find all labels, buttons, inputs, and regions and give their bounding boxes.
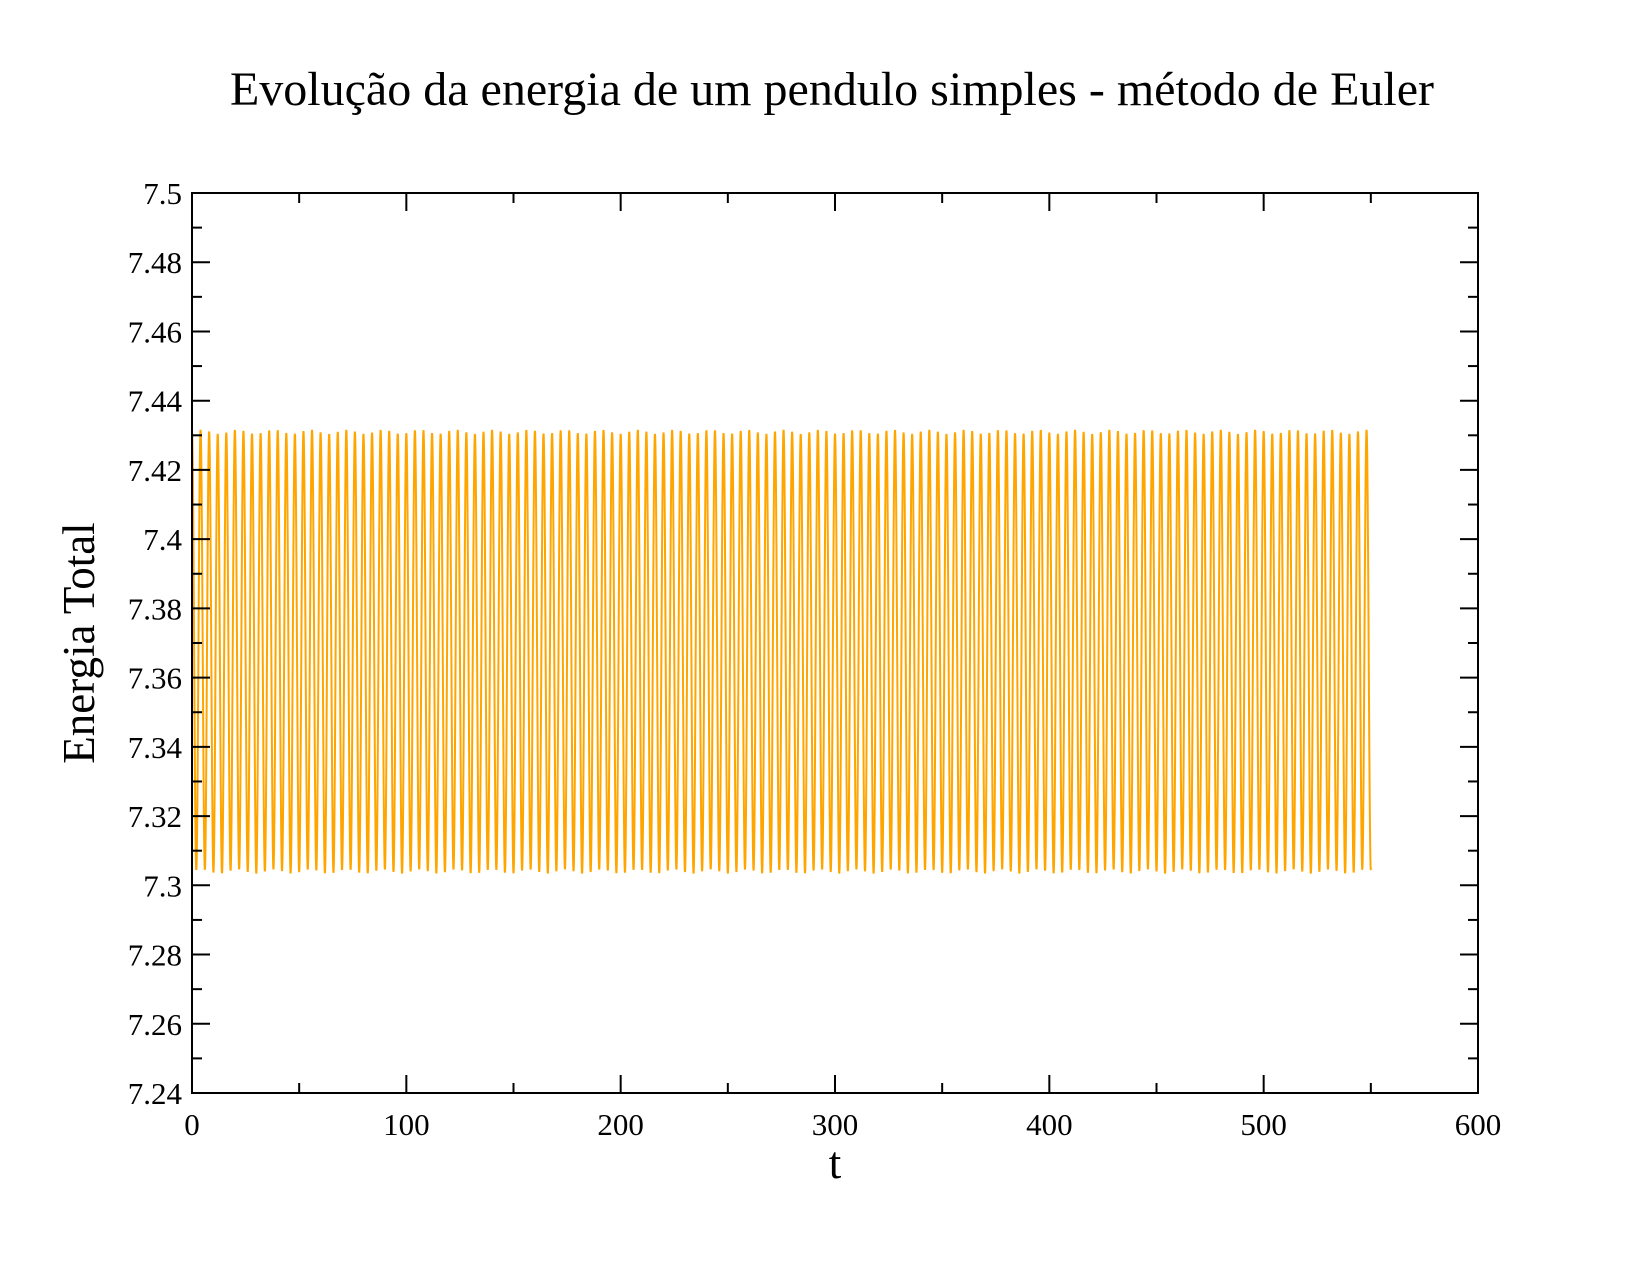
x-tick-label: 0 [184, 1107, 200, 1142]
series-layer [191, 429, 1372, 874]
y-tick-label: 7.4 [143, 522, 182, 557]
series-line-0 [191, 429, 1372, 874]
y-tick-label: 7.44 [128, 384, 183, 419]
y-tick-label: 7.28 [128, 938, 182, 973]
x-axis-title: t [829, 1138, 842, 1188]
x-tick-label: 600 [1455, 1107, 1502, 1142]
y-tick-label: 7.48 [128, 245, 182, 280]
x-tick-label: 500 [1240, 1107, 1287, 1142]
chart-title: Evolução da energia de um pendulo simple… [230, 63, 1434, 116]
y-tick-label: 7.42 [128, 453, 182, 488]
y-tick-label: 7.26 [128, 1007, 182, 1042]
y-tick-label: 7.24 [128, 1076, 183, 1111]
x-tick-label: 100 [383, 1107, 430, 1142]
y-tick-label: 7.36 [128, 661, 182, 696]
y-tick-label: 7.46 [128, 314, 182, 349]
x-tick-label: 400 [1026, 1107, 1073, 1142]
x-tick-label: 200 [597, 1107, 644, 1142]
x-tick-label: 300 [812, 1107, 859, 1142]
y-tick-label: 7.32 [128, 799, 182, 834]
plot-frame [191, 192, 1479, 1094]
y-axis-title: Energia Total [54, 522, 104, 763]
y-tick-label: 7.34 [128, 730, 183, 765]
y-tick-label: 7.5 [143, 176, 182, 211]
y-tick-label: 7.3 [143, 868, 182, 903]
y-tick-label: 7.38 [128, 591, 182, 626]
